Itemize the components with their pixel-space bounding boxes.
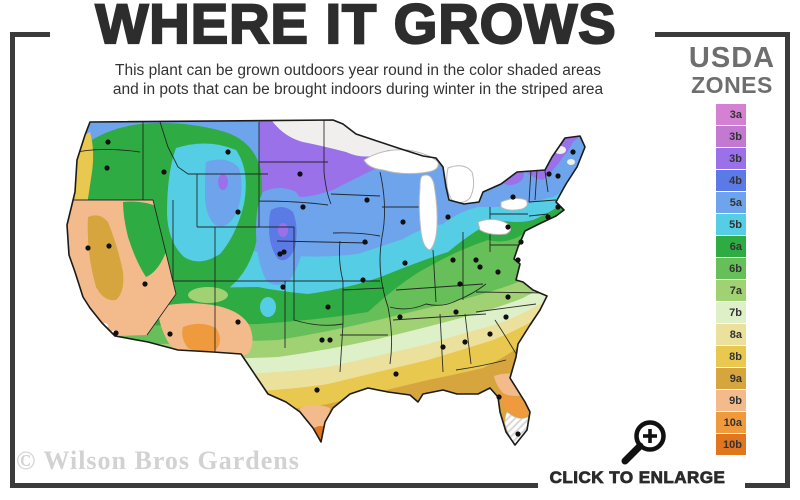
lake-michigan	[418, 174, 438, 251]
city-dot	[546, 171, 552, 177]
city-dot	[473, 257, 479, 263]
city-dot	[503, 314, 509, 320]
city-dot	[515, 431, 521, 437]
city-dot	[453, 309, 459, 315]
city-dot	[235, 209, 241, 215]
city-dot	[518, 239, 524, 245]
city-dot	[510, 194, 516, 200]
city-dot	[104, 165, 110, 171]
legend-title-usda: USDA	[688, 42, 776, 74]
subtitle-line1: This plant can be grown outdoors year ro…	[115, 62, 601, 79]
zone-bands	[67, 120, 585, 445]
city-dot	[277, 251, 283, 257]
state-borders	[67, 120, 557, 373]
usda-zones-map[interactable]	[28, 112, 643, 484]
legend-zone-10a: 10a	[716, 412, 746, 433]
city-dot	[495, 269, 501, 275]
city-dot	[325, 304, 331, 310]
city-dot	[505, 294, 511, 300]
city-dot	[319, 337, 325, 343]
legend-zone-8a: 8a	[716, 324, 746, 345]
city-dot	[555, 204, 561, 210]
legend-zone-5a: 5a	[716, 192, 746, 213]
city-dot	[235, 319, 241, 325]
legend-zone-7a: 7a	[716, 280, 746, 301]
legend-zone-8b: 8b	[716, 346, 746, 367]
watermark: © Wilson Bros Gardens	[16, 446, 300, 475]
page-title: WHERE IT GROWS	[94, 0, 617, 56]
city-dot	[397, 314, 403, 320]
city-dot	[281, 249, 287, 255]
city-dot	[570, 149, 576, 155]
city-dot	[161, 169, 167, 175]
click-to-enlarge-label[interactable]: CLICK TO ENLARGE	[549, 468, 726, 488]
city-dot	[457, 281, 463, 287]
city-dot	[225, 149, 231, 155]
city-dot	[360, 277, 366, 283]
frame-bottom-right	[745, 483, 790, 488]
city-dot	[496, 394, 502, 400]
city-dot	[515, 257, 521, 263]
city-dot	[505, 224, 511, 230]
city-dot	[462, 339, 468, 345]
frame-top-right	[655, 32, 790, 37]
city-dot	[555, 173, 561, 179]
city-dot	[280, 284, 286, 290]
zone-legend: 3a 3b 3b 4b 5a 5b 6a 6b 7a 7b 8a 8b 9a 9b 10a 10b	[716, 104, 746, 456]
legend-zone-6b: 6b	[716, 258, 746, 279]
frame-right	[785, 32, 790, 488]
city-dot	[113, 330, 119, 336]
legend-zone-9b: 9b	[716, 390, 746, 411]
city-dot	[393, 371, 399, 377]
legend-zone-10b: 10b	[716, 434, 746, 455]
lake-huron	[446, 165, 475, 204]
city-dot	[450, 257, 456, 263]
subtitle: This plant can be grown outdoors year ro…	[8, 61, 708, 99]
legend-zone-5b: 5b	[716, 214, 746, 235]
city-dot	[142, 281, 148, 287]
legend-zone-3b: 3b	[716, 126, 746, 147]
legend-zone-4b: 4b	[716, 170, 746, 191]
frame-bottom-left	[10, 483, 538, 488]
legend-zone-9a: 9a	[716, 368, 746, 389]
city-dot	[477, 264, 483, 270]
magnifier-plus-icon[interactable]	[612, 412, 678, 468]
subtitle-line2: and in pots that can be brought indoors …	[112, 81, 604, 98]
city-dots	[85, 139, 576, 437]
city-dot	[364, 197, 370, 203]
city-dot	[487, 331, 493, 337]
city-dot	[362, 239, 368, 245]
legend-zone-3a: 3a	[716, 104, 746, 125]
legend-zone-6a: 6a	[716, 236, 746, 257]
city-dot	[327, 337, 333, 343]
city-dot	[106, 243, 112, 249]
lake-erie	[477, 218, 512, 235]
city-dot	[445, 214, 451, 220]
legend-title: USDA ZONES	[672, 44, 792, 97]
city-dot	[85, 245, 91, 251]
city-dot	[105, 139, 111, 145]
city-dot	[300, 204, 306, 210]
frame-top-left	[10, 32, 50, 37]
city-dot	[314, 387, 320, 393]
legend-title-zones: ZONES	[691, 72, 773, 98]
legend-zone-3b: 3b	[716, 148, 746, 169]
legend-zone-7b: 7b	[716, 302, 746, 323]
great-lakes	[363, 149, 528, 251]
city-dot	[297, 171, 303, 177]
city-dot	[400, 219, 406, 225]
city-dot	[545, 214, 551, 220]
lake-ontario	[500, 197, 528, 211]
city-dot	[167, 331, 173, 337]
frame-left	[10, 32, 15, 488]
city-dot	[440, 344, 446, 350]
us-outline	[66, 119, 586, 446]
city-dot	[402, 260, 408, 266]
